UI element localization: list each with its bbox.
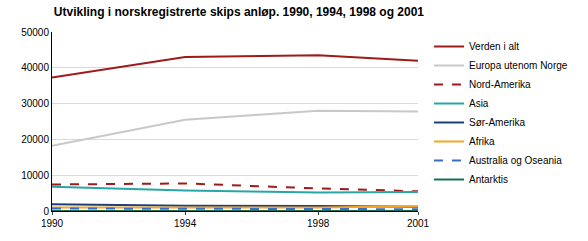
svg-text:Australia og Oseania: Australia og Oseania: [469, 155, 562, 166]
svg-text:Sør-Amerika: Sør-Amerika: [469, 117, 526, 128]
svg-text:Verden i alt: Verden i alt: [469, 41, 519, 52]
svg-text:Europa utenom Norge: Europa utenom Norge: [469, 60, 568, 71]
svg-text:2001: 2001: [407, 218, 430, 229]
svg-text:1998: 1998: [307, 218, 330, 229]
svg-text:Utvikling i norskregistrerte s: Utvikling i norskregistrerte skips anløp…: [54, 5, 425, 19]
svg-text:Afrika: Afrika: [469, 136, 495, 147]
svg-text:20000: 20000: [21, 134, 49, 145]
svg-text:30000: 30000: [21, 98, 49, 109]
svg-text:Nord-Amerika: Nord-Amerika: [469, 79, 531, 90]
svg-text:10000: 10000: [21, 170, 49, 181]
svg-text:50000: 50000: [21, 27, 49, 38]
svg-text:1990: 1990: [41, 218, 64, 229]
svg-text:40000: 40000: [21, 62, 49, 73]
svg-text:1994: 1994: [174, 218, 197, 229]
svg-text:Antarktis: Antarktis: [469, 174, 508, 185]
svg-text:Asia: Asia: [469, 98, 489, 109]
svg-text:0: 0: [43, 206, 49, 217]
